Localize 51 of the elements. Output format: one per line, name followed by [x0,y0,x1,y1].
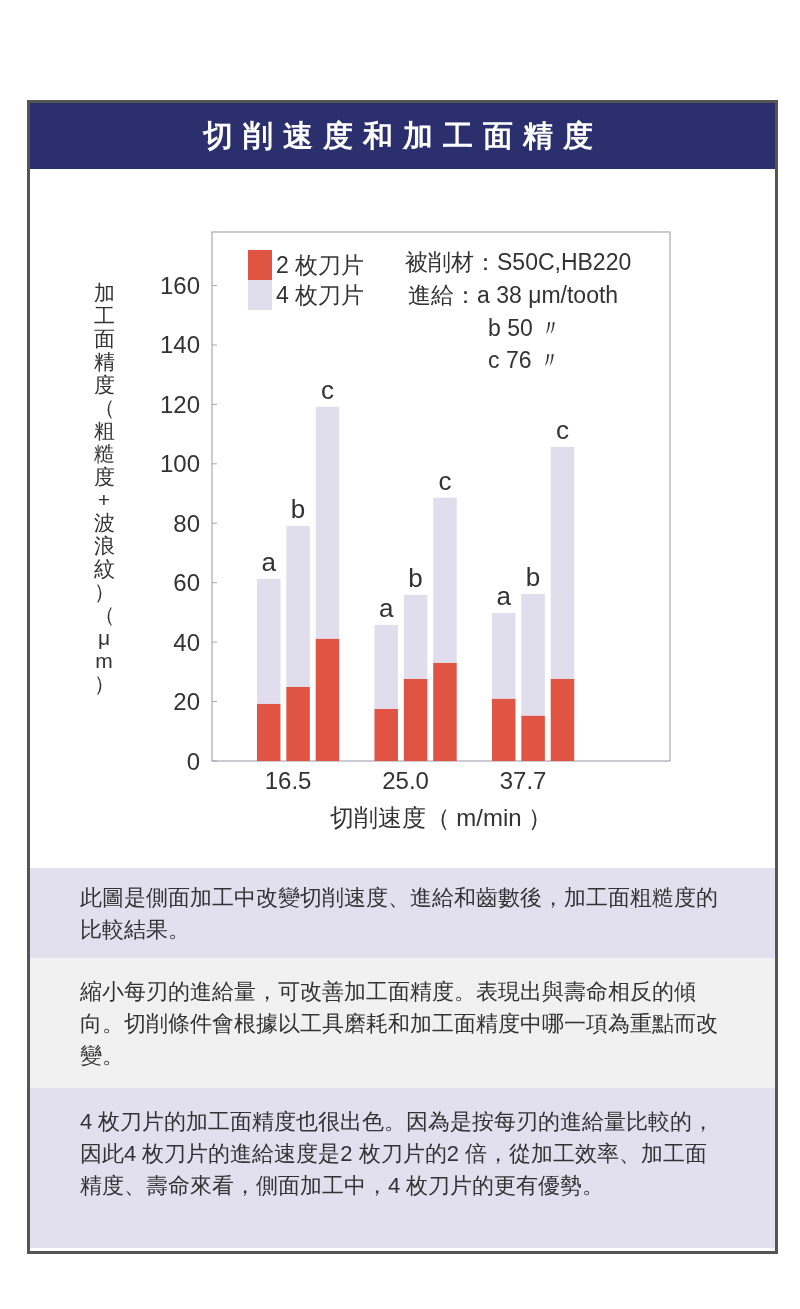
bar [374,624,398,709]
x-tick-label: 25.0 [382,767,429,794]
bar [403,678,428,761]
bar [286,687,310,761]
bar [403,594,428,679]
y-tick-label: 160 [159,271,200,299]
bar [433,662,457,761]
bar [550,678,575,761]
data-label: c [320,374,334,405]
annotation: 被削材：S50C,HB220 [405,249,632,275]
bar [491,613,516,699]
bar [315,638,340,761]
x-tick-label: 16.5 [264,767,312,794]
text: 此圖是側面加工中改變切削速度、進給和齒數後，加工面粗糙度的比較結果。 [30,868,775,958]
y-tick-label: 40 [173,628,200,656]
x-tick-label: 37.7 [499,767,547,794]
data-label: b [290,493,306,524]
bar [256,703,281,761]
legend-label: 4 枚刀片 [276,282,365,308]
bar [286,525,310,687]
data-label: a [496,581,512,611]
text: 縮小每刃的進給量，可改善加工面精度。表現出與壽命相反的傾向。切削條件會根據以工具磨耗和加工面精度中哪一項為重點而改變。 [30,958,775,1088]
data-label: a [261,546,277,577]
chart-title: 切削速度和加工面精度 [30,103,775,169]
bar [433,497,457,663]
y-axis-title: 加工面精度（粗糙度+波浪紋）（μm） [93,281,115,695]
x-axis-title: 切削速度（ m/min ） [329,804,553,831]
text: 4 枚刀片的加工面精度也很出色。因為是按每刃的進給量比較的，因此4 枚刀片的進給速度是2 枚刀片的2 倍，從加工效率、加工面精度、壽命來看，側面加工中，4 枚刀片的更有優勢。 [30,1088,775,1248]
data-label: b [525,561,541,592]
legend-label: 2 枚刀片 [276,252,365,278]
y-tick-label: 0 [186,747,200,775]
bar [550,446,575,679]
bar [374,708,398,761]
y-tick-label: 120 [159,390,200,418]
bar [491,698,516,761]
y-tick-label: 60 [173,569,200,597]
annotation: b 50 〃 [488,315,563,341]
annotation: c 76 〃 [488,347,561,373]
data-label: c [438,465,452,496]
y-tick-label: 140 [159,331,200,359]
y-tick-label: 100 [159,450,200,478]
bar [521,593,545,716]
data-label: a [378,592,394,623]
bar [521,715,545,761]
data-label: b [408,562,423,593]
annotation: 進給：a 38 μm/tooth [408,282,619,308]
bar [315,406,340,639]
bar [256,578,281,704]
y-tick-label: 80 [173,509,200,537]
data-label: c [555,414,569,445]
y-tick-label: 20 [173,688,200,716]
